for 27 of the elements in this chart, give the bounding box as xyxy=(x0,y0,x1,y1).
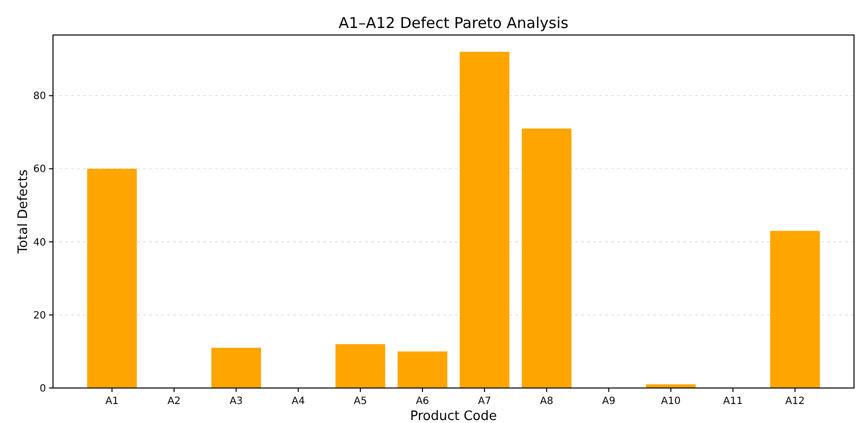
x-tick-label: A1 xyxy=(105,396,119,407)
x-tick-label: A8 xyxy=(540,396,554,407)
y-tick-label: 60 xyxy=(33,164,46,176)
x-tick-label: A10 xyxy=(661,396,681,407)
y-axis-title: Total Defects xyxy=(16,169,31,255)
bar xyxy=(460,52,510,388)
y-tick-label: 80 xyxy=(33,91,46,102)
bar xyxy=(211,348,262,388)
bar xyxy=(522,128,572,388)
bar xyxy=(336,344,386,388)
x-tick-label: A5 xyxy=(354,396,367,407)
x-tick-label: A11 xyxy=(723,396,743,407)
y-tick-label: 0 xyxy=(40,384,46,394)
bar xyxy=(398,351,448,388)
bar xyxy=(87,168,137,388)
y-tick-label: 20 xyxy=(33,310,46,322)
x-tick-label: A3 xyxy=(230,396,243,407)
bar xyxy=(770,230,820,388)
x-tick-label: A7 xyxy=(478,396,492,407)
x-axis-title: Product Code xyxy=(410,409,497,423)
x-tick-label: A4 xyxy=(292,396,305,407)
x-tick-label: A9 xyxy=(602,396,616,407)
chart-title: A1–A12 Defect Pareto Analysis xyxy=(338,14,569,32)
x-tick-label: A12 xyxy=(785,396,805,407)
x-tick-label: A2 xyxy=(167,396,181,407)
y-tick-label: 40 xyxy=(33,237,46,248)
x-tick-label: A6 xyxy=(416,396,430,407)
